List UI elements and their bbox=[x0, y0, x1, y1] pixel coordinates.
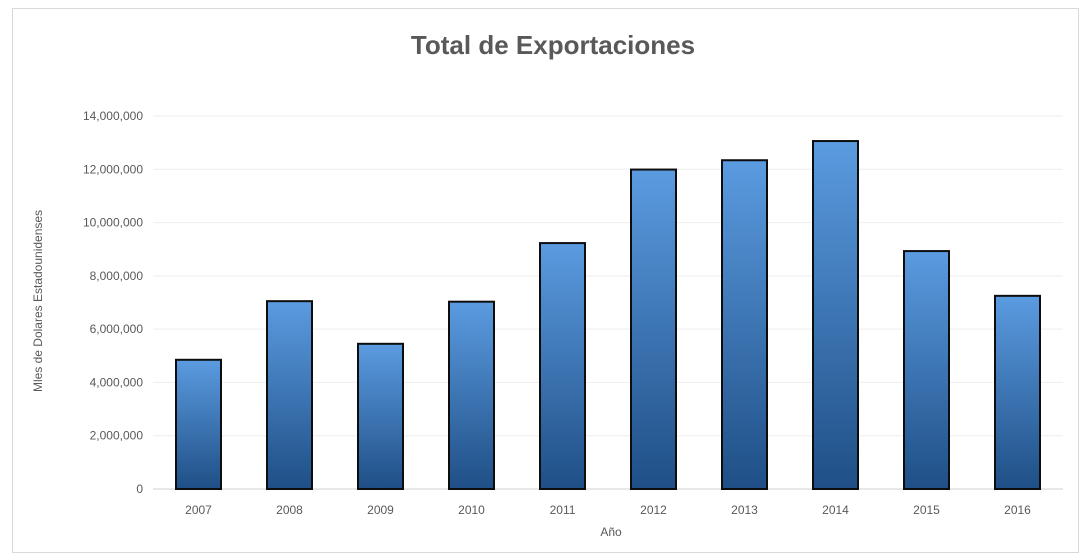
x-tick-label-2016: 2016 bbox=[1004, 503, 1031, 517]
x-tick-label-2007: 2007 bbox=[185, 503, 212, 517]
y-tick-label: 14,000,000 bbox=[83, 109, 143, 123]
y-tick-label: 12,000,000 bbox=[83, 162, 143, 176]
x-axis-title: Año bbox=[600, 525, 622, 539]
bar-2012 bbox=[630, 168, 677, 490]
bar-2009 bbox=[357, 342, 404, 490]
bar-2007 bbox=[175, 358, 222, 490]
bar-2015 bbox=[903, 250, 950, 490]
x-tick-label-2010: 2010 bbox=[458, 503, 485, 517]
x-tick-label-2012: 2012 bbox=[640, 503, 667, 517]
y-tick-label: 4,000,000 bbox=[90, 375, 144, 389]
y-axis-title: Mles de Dolares Estadounidenses bbox=[31, 210, 45, 392]
bar-2016 bbox=[994, 294, 1041, 491]
chart-frame: Total de Exportaciones 0 2,000,000 4,000,0… bbox=[12, 8, 1079, 553]
x-tick-label-2014: 2014 bbox=[822, 503, 849, 517]
y-tick-label: 0 bbox=[136, 482, 143, 496]
y-tick-label: 2,000,000 bbox=[90, 429, 144, 443]
bar-chart: Total de Exportaciones 0 2,000,000 4,000,0… bbox=[31, 30, 1063, 539]
chart-title: Total de Exportaciones bbox=[411, 30, 695, 60]
y-tick-label: 10,000,000 bbox=[83, 216, 143, 230]
y-tick-label: 8,000,000 bbox=[90, 269, 144, 283]
x-tick-label-2009: 2009 bbox=[367, 503, 394, 517]
x-tick-label-2013: 2013 bbox=[731, 503, 758, 517]
x-tick-label-2011: 2011 bbox=[550, 503, 576, 517]
bar-2014 bbox=[812, 140, 859, 490]
x-tick-label-2008: 2008 bbox=[276, 503, 303, 517]
bar-2010 bbox=[448, 300, 495, 490]
bar-2008 bbox=[266, 300, 313, 490]
bar-2011 bbox=[539, 242, 586, 490]
y-tick-label: 6,000,000 bbox=[90, 322, 144, 336]
x-tick-label-2015: 2015 bbox=[913, 503, 940, 517]
bar-2013 bbox=[721, 159, 768, 490]
